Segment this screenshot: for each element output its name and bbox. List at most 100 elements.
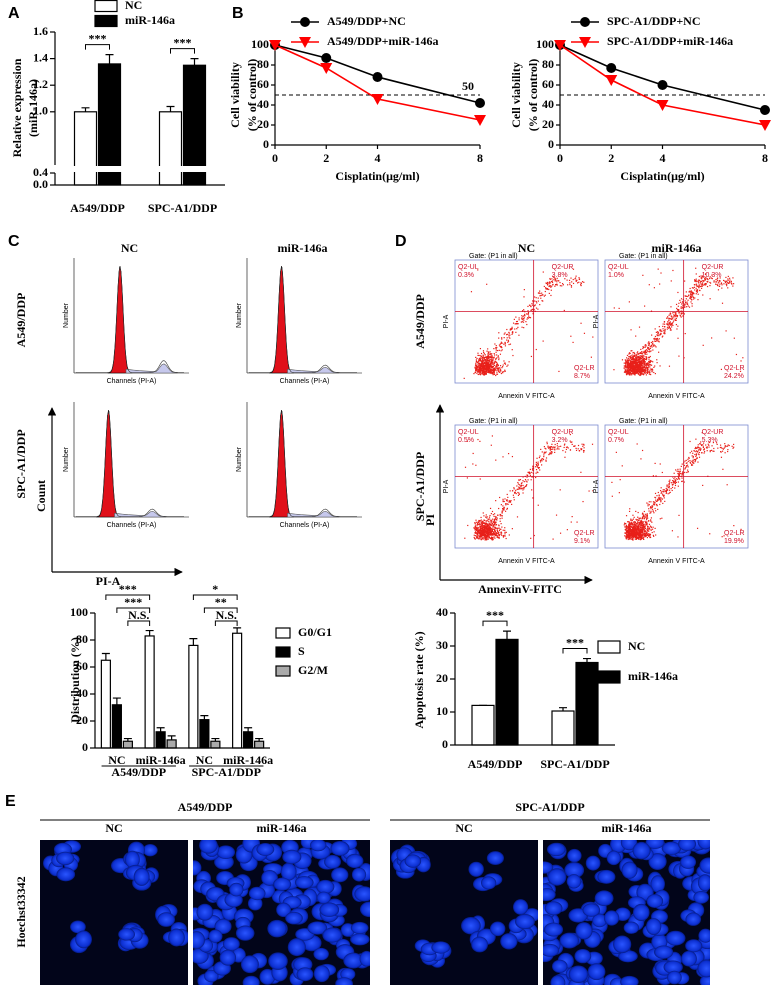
event-dot bbox=[485, 526, 486, 527]
significance-label: *** bbox=[119, 582, 137, 596]
event-dot bbox=[500, 354, 501, 355]
event-dot bbox=[722, 451, 723, 452]
y-axis-label: Cell viability bbox=[509, 62, 523, 128]
event-dot bbox=[501, 346, 502, 347]
bar bbox=[112, 705, 121, 748]
event-dot bbox=[478, 531, 479, 532]
event-dot bbox=[509, 361, 510, 362]
event-dot bbox=[652, 532, 653, 533]
event-dot bbox=[649, 372, 650, 373]
event-dot bbox=[634, 359, 635, 360]
column-header: miR-146a bbox=[278, 241, 328, 255]
event-dot bbox=[678, 486, 679, 487]
event-dot bbox=[519, 319, 520, 320]
event-dot bbox=[698, 449, 699, 450]
event-dot bbox=[639, 534, 640, 535]
event-dot bbox=[535, 304, 536, 305]
event-dot bbox=[625, 370, 626, 371]
nucleus bbox=[597, 870, 615, 884]
event-dot bbox=[635, 536, 636, 537]
event-dot bbox=[681, 466, 682, 467]
event-dot bbox=[480, 374, 481, 375]
event-dot bbox=[616, 452, 617, 453]
quadrant-name: Q2-LR bbox=[724, 530, 745, 537]
event-dot bbox=[489, 537, 490, 538]
event-dot bbox=[506, 366, 507, 367]
event-dot bbox=[493, 371, 494, 372]
event-dot bbox=[635, 539, 636, 540]
event-dot bbox=[710, 298, 711, 299]
y-axis-label: (% of control) bbox=[245, 59, 259, 131]
event-dot bbox=[657, 333, 658, 334]
event-dot bbox=[480, 524, 481, 525]
event-dot bbox=[644, 353, 645, 354]
event-dot bbox=[642, 532, 643, 533]
event-dot bbox=[678, 312, 679, 313]
event-dot bbox=[478, 374, 479, 375]
event-dot bbox=[645, 359, 646, 360]
nucleus bbox=[468, 862, 483, 877]
event-dot bbox=[627, 527, 628, 528]
event-dot bbox=[724, 447, 725, 448]
event-dot bbox=[503, 364, 504, 365]
event-dot bbox=[492, 523, 493, 524]
event-dot bbox=[629, 511, 630, 512]
row-header: SPC-A1/DDP bbox=[413, 452, 427, 521]
quadrant-name: Q2-UR bbox=[702, 264, 724, 271]
event-dot bbox=[641, 524, 642, 525]
event-dot bbox=[715, 284, 716, 285]
event-dot bbox=[635, 362, 636, 363]
nucleus bbox=[500, 933, 517, 949]
event-dot bbox=[645, 514, 646, 515]
event-dot bbox=[490, 531, 491, 532]
event-dot bbox=[486, 360, 487, 361]
event-dot bbox=[498, 508, 499, 509]
event-dot bbox=[507, 500, 508, 501]
event-dot bbox=[653, 511, 654, 512]
event-dot bbox=[652, 346, 653, 347]
nucleus bbox=[229, 883, 243, 897]
event-dot bbox=[546, 442, 547, 443]
event-dot bbox=[524, 289, 525, 290]
event-dot bbox=[486, 517, 487, 518]
event-dot bbox=[669, 481, 670, 482]
event-dot bbox=[537, 309, 538, 310]
event-dot bbox=[701, 281, 702, 282]
event-dot bbox=[673, 484, 674, 485]
event-dot bbox=[505, 504, 506, 505]
event-dot bbox=[564, 447, 565, 448]
event-dot bbox=[671, 482, 672, 483]
hist-y-label: Number bbox=[63, 302, 70, 328]
event-dot bbox=[506, 509, 507, 510]
event-dot bbox=[486, 535, 487, 536]
event-dot bbox=[487, 533, 488, 534]
nucleus bbox=[471, 937, 488, 953]
event-dot bbox=[634, 353, 635, 354]
event-dot bbox=[627, 364, 628, 365]
x-tick-label: 8 bbox=[477, 151, 483, 165]
event-dot bbox=[523, 327, 524, 328]
event-dot bbox=[694, 297, 695, 298]
y-tick-label: 80 bbox=[542, 57, 554, 71]
event-dot bbox=[494, 365, 495, 366]
event-dot bbox=[624, 526, 625, 527]
event-dot bbox=[669, 483, 670, 484]
error-bar bbox=[503, 631, 511, 639]
event-dot bbox=[628, 353, 629, 354]
event-dot bbox=[486, 367, 487, 368]
nucleus bbox=[586, 856, 601, 871]
event-dot bbox=[483, 512, 484, 513]
event-dot bbox=[682, 481, 683, 482]
y-tick-label: 40 bbox=[542, 97, 554, 111]
event-dot bbox=[477, 353, 478, 354]
event-dot bbox=[669, 327, 670, 328]
quadrant-percent: 3.8% bbox=[552, 272, 568, 279]
nucleus bbox=[604, 910, 619, 925]
event-dot bbox=[678, 474, 679, 475]
event-dot bbox=[681, 308, 682, 309]
event-dot bbox=[638, 535, 639, 536]
event-dot bbox=[516, 485, 517, 486]
quadrant-percent: 5.3% bbox=[702, 437, 718, 444]
event-dot bbox=[496, 519, 497, 520]
event-dot bbox=[650, 501, 651, 502]
